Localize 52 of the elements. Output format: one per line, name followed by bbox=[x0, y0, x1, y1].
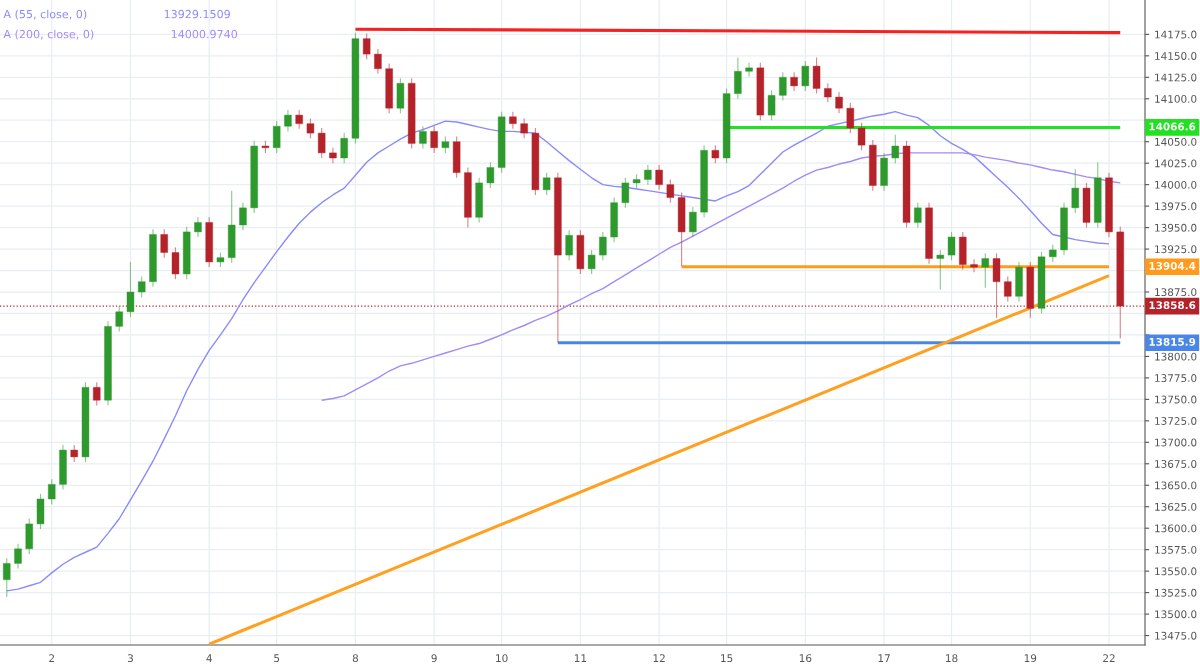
text: 13815.9 bbox=[1149, 337, 1196, 346]
y-tick-label: 14000.0 bbox=[1155, 180, 1197, 189]
y-tick-label: 13875.0 bbox=[1155, 288, 1197, 297]
text: A (200, close, 0) bbox=[3, 29, 94, 40]
x-tick-label: 9 bbox=[431, 654, 437, 663]
y-tick-label: 13700.0 bbox=[1155, 438, 1197, 447]
x-tick-label: 19 bbox=[1024, 654, 1037, 663]
x-tick-label: 15 bbox=[721, 654, 733, 663]
y-tick-label: 13925.0 bbox=[1155, 245, 1197, 254]
ref-line-label: 13858.6 bbox=[1149, 301, 1196, 310]
text: 13904.4 bbox=[1149, 261, 1196, 270]
y-tick-label: 14050.0 bbox=[1155, 137, 1197, 146]
y-tick-label: 14125.0 bbox=[1155, 73, 1197, 82]
annotation: 13929.1509 bbox=[164, 9, 230, 19]
x-tick-label: 18 bbox=[946, 654, 958, 663]
x-tick-label: 16 bbox=[799, 654, 812, 663]
y-tick-label: 14100.0 bbox=[1155, 94, 1197, 103]
y-tick-label: 13600.0 bbox=[1155, 524, 1197, 533]
y-tick-label: 13525.0 bbox=[1155, 588, 1197, 597]
text: A (55, close, 0) bbox=[3, 9, 87, 20]
x-tick-label: 22 bbox=[1103, 654, 1115, 662]
y-tick-label: 13650.0 bbox=[1155, 481, 1197, 490]
x-tick-label: 17 bbox=[878, 654, 890, 662]
y-tick-label: 14175.0 bbox=[1155, 30, 1197, 39]
x-tick-label: 8 bbox=[352, 654, 359, 663]
y-tick-label: 13975.0 bbox=[1155, 202, 1197, 211]
candlestick bbox=[329, 147, 337, 164]
y-tick-label: 13500.0 bbox=[1155, 610, 1197, 619]
y-tick-label: 13950.0 bbox=[1155, 223, 1197, 232]
x-tick-label: 10 bbox=[496, 654, 508, 663]
y-tick-label: 13775.0 bbox=[1155, 374, 1197, 382]
y-tick-label: 13750.0 bbox=[1155, 395, 1197, 404]
y-tick-label: 13800.0 bbox=[1155, 352, 1197, 361]
y-tick-label: 13475.0 bbox=[1155, 631, 1197, 640]
y-tick-label: 14025.0 bbox=[1155, 159, 1197, 168]
x-tick-label: 5 bbox=[274, 654, 280, 663]
x-tick-label: 4 bbox=[206, 654, 212, 662]
annotation: 14000.9740 bbox=[171, 29, 238, 39]
candlestick bbox=[509, 111, 517, 130]
y-tick-label: 13725.0 bbox=[1155, 417, 1197, 425]
candlestick bbox=[970, 258, 978, 273]
text: 14066.6 bbox=[1149, 122, 1196, 131]
y-tick-label: 13625.0 bbox=[1155, 502, 1197, 511]
y-tick-label: 13675.0 bbox=[1155, 460, 1197, 468]
x-tick-label: 12 bbox=[653, 654, 665, 662]
y-tick-label: 14150.0 bbox=[1155, 52, 1197, 60]
y-tick-label: 13575.0 bbox=[1155, 545, 1197, 554]
candlestick bbox=[745, 62, 753, 77]
x-tick-label: 11 bbox=[574, 654, 587, 662]
x-tick-label: 2 bbox=[49, 654, 55, 662]
x-tick-label: 3 bbox=[127, 654, 133, 663]
y-tick-label: 13550.0 bbox=[1155, 567, 1197, 576]
